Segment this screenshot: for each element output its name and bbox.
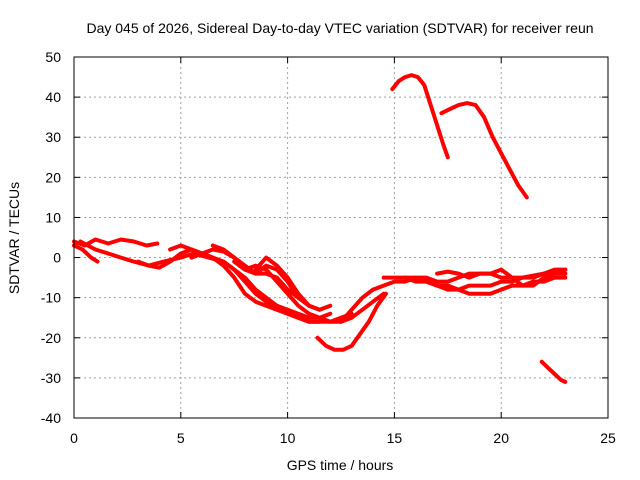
- y-tick-label: -40: [41, 410, 61, 426]
- axis-ticks: [73, 56, 609, 419]
- y-tick-label: 0: [53, 250, 61, 266]
- grid-lines: [74, 57, 608, 418]
- x-tick-labels: 0 5 10 15 20 25: [70, 430, 616, 446]
- y-tick-label: -10: [41, 290, 61, 306]
- y-tick-label: -20: [41, 330, 61, 346]
- series-line-sat-b: [72, 243, 100, 264]
- x-tick-label: 25: [600, 430, 616, 446]
- x-tick-label: 0: [70, 430, 78, 446]
- y-tick-labels: -40 -30 -20 -10 0 10 20 30 40 50: [41, 49, 61, 426]
- x-tick-label: 15: [387, 430, 403, 446]
- series-line-sat-o: [390, 73, 450, 160]
- plot-frame: [73, 56, 609, 419]
- y-axis-label: SDTVAR / TECUs: [6, 182, 22, 294]
- data-series: [72, 73, 568, 384]
- x-tick-label: 10: [280, 430, 296, 446]
- series-line-sat-g: [210, 243, 311, 308]
- y-tick-label: 50: [45, 49, 61, 65]
- series-line-sat-p: [439, 101, 529, 200]
- chart-title: Day 045 of 2026, Sidereal Day-to-day VTE…: [86, 20, 593, 36]
- y-tick-label: 10: [45, 209, 61, 225]
- y-tick-label: -30: [41, 370, 61, 386]
- series-line-sat-n: [435, 267, 568, 288]
- y-tick-label: 20: [45, 169, 61, 185]
- series-line-sat-q: [539, 359, 568, 384]
- x-tick-label: 20: [493, 430, 509, 446]
- y-tick-label: 30: [45, 129, 61, 145]
- series-line-sat-j: [315, 291, 388, 352]
- series-line-sat-l: [381, 267, 568, 292]
- series-line-sat-i: [253, 255, 333, 312]
- x-tick-label: 5: [177, 430, 185, 446]
- y-tick-label: 40: [45, 89, 61, 105]
- x-axis-label: GPS time / hours: [287, 457, 394, 473]
